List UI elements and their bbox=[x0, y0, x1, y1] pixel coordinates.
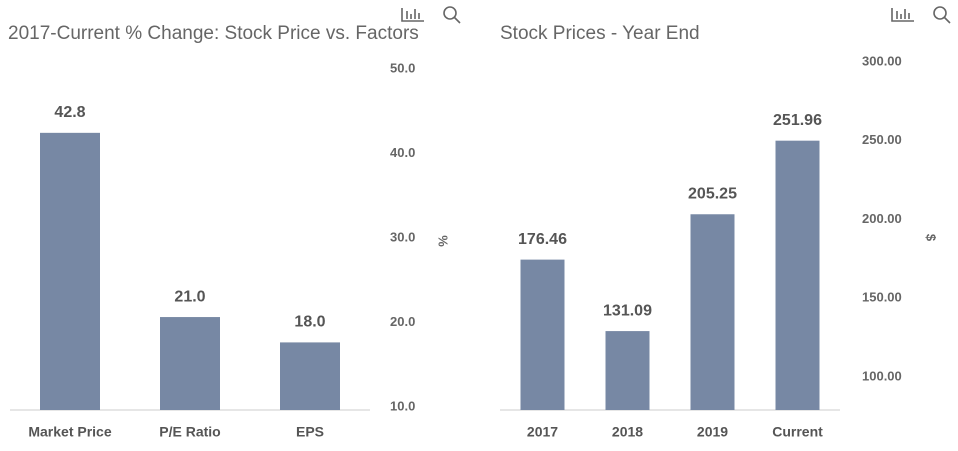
y-tick-label: 10.0 bbox=[390, 398, 415, 413]
bar bbox=[520, 259, 565, 410]
x-tick-label: Current bbox=[772, 424, 823, 440]
chart-title: Stock Prices - Year End bbox=[500, 23, 700, 44]
bar bbox=[605, 331, 650, 410]
x-tick-label: 2019 bbox=[697, 424, 728, 440]
bar bbox=[775, 140, 820, 411]
y-tick-label: 200.00 bbox=[862, 211, 902, 226]
y-tick-label: 40.0 bbox=[390, 145, 415, 160]
y-tick-label: 20.0 bbox=[390, 314, 415, 329]
y-axis-label: % bbox=[436, 235, 451, 247]
x-tick-label: Market Price bbox=[28, 424, 111, 440]
y-tick-label: 300.00 bbox=[862, 53, 902, 68]
bar bbox=[690, 214, 735, 410]
y-tick-label: 150.00 bbox=[862, 290, 902, 305]
value-label: 176.46 bbox=[518, 231, 567, 248]
x-tick-label: EPS bbox=[296, 424, 324, 440]
value-label: 205.25 bbox=[688, 185, 737, 202]
value-label: 131.09 bbox=[603, 302, 652, 319]
chart-icon[interactable] bbox=[401, 8, 424, 22]
y-axis-label: $ bbox=[924, 234, 939, 242]
bar bbox=[40, 132, 100, 410]
value-label: 42.8 bbox=[54, 104, 85, 121]
chart-icon[interactable] bbox=[891, 8, 914, 22]
x-tick-label: P/E Ratio bbox=[159, 424, 220, 440]
search-icon[interactable] bbox=[443, 6, 461, 24]
y-tick-label: 50.0 bbox=[390, 60, 415, 75]
search-icon[interactable] bbox=[933, 6, 951, 24]
chart-title: 2017-Current % Change: Stock Price vs. F… bbox=[8, 23, 419, 44]
value-label: 21.0 bbox=[174, 288, 205, 305]
y-tick-label: 100.00 bbox=[862, 369, 902, 384]
value-label: 251.96 bbox=[773, 112, 822, 129]
y-tick-label: 250.00 bbox=[862, 132, 902, 147]
x-tick-label: 2018 bbox=[612, 424, 643, 440]
bar bbox=[280, 342, 340, 410]
value-label: 18.0 bbox=[294, 314, 325, 331]
y-tick-label: 30.0 bbox=[390, 229, 415, 244]
bar bbox=[160, 317, 220, 410]
x-tick-label: 2017 bbox=[527, 424, 558, 440]
